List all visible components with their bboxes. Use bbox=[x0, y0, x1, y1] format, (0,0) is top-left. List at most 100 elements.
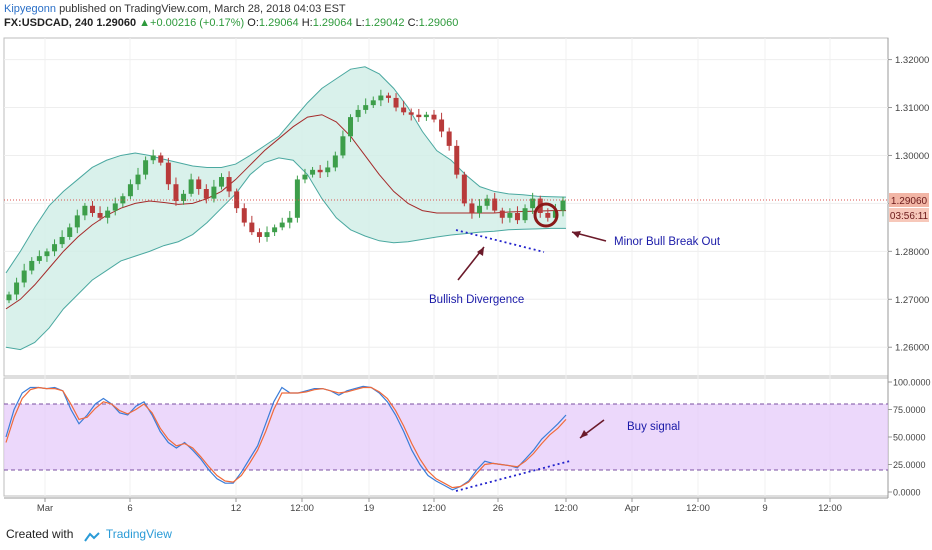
candle-body bbox=[226, 177, 232, 192]
x-tick-label: 6 bbox=[127, 503, 132, 514]
stochastic-lines bbox=[5, 385, 567, 491]
candle-body bbox=[36, 256, 42, 261]
candle-body bbox=[181, 193, 187, 202]
candle-body bbox=[401, 107, 407, 113]
candle-body bbox=[370, 100, 376, 106]
author-name[interactable]: Kipyegonn bbox=[4, 3, 56, 15]
breakout-arrow-head bbox=[572, 231, 581, 238]
stoch-zone bbox=[4, 403, 888, 471]
tradingview-brand[interactable]: TradingView bbox=[105, 527, 172, 541]
candles bbox=[6, 89, 566, 304]
y-tick-label: 1.30000 bbox=[895, 151, 929, 162]
candle-body bbox=[135, 174, 141, 185]
x-tick-label: 26 bbox=[493, 503, 504, 514]
open-label: O: bbox=[247, 17, 259, 29]
candle-body bbox=[439, 119, 445, 132]
breakout-label: Minor Bull Break Out bbox=[614, 236, 721, 248]
candle-body bbox=[272, 227, 278, 233]
candle-body bbox=[29, 260, 35, 271]
candle-body bbox=[499, 210, 505, 218]
x-tick-label: 12 bbox=[231, 503, 242, 514]
candle-body bbox=[385, 95, 391, 98]
candle-body bbox=[120, 196, 126, 204]
symbol-label: FX:USDCAD, 240 bbox=[4, 17, 94, 29]
buy-arrow-head bbox=[580, 430, 588, 438]
candle-body bbox=[143, 160, 149, 175]
countdown-tag-label: 03:56:11 bbox=[890, 211, 929, 222]
y-tick-label: 1.26000 bbox=[895, 343, 929, 354]
candle-body bbox=[249, 222, 255, 233]
candle-body bbox=[44, 251, 50, 257]
upper-band-line bbox=[5, 66, 567, 274]
x-tick-label: 9 bbox=[762, 503, 767, 514]
candle-body bbox=[21, 270, 27, 283]
candle-body bbox=[218, 177, 224, 187]
x-tick-label: 12:00 bbox=[686, 503, 710, 514]
candle-body bbox=[310, 169, 316, 175]
candle-body bbox=[279, 222, 285, 228]
x-tick-label: 12:00 bbox=[818, 503, 842, 514]
candle-body bbox=[446, 131, 452, 146]
candle-body bbox=[6, 294, 12, 301]
candle-body bbox=[158, 155, 164, 163]
y-tick-label: 1.28000 bbox=[895, 247, 929, 258]
stoch-y-tick-label: 0.0000 bbox=[893, 488, 921, 498]
y-tick-label: 1.32000 bbox=[895, 55, 929, 66]
candle-body bbox=[234, 191, 240, 209]
candle-body bbox=[522, 208, 528, 221]
candle-body bbox=[294, 179, 300, 218]
stoch-k-line bbox=[5, 385, 567, 491]
x-axis-ticks: Mar 6 12 12:00 19 12:00 26 12:00 Apr 12:00 9 12:00 bbox=[37, 498, 842, 514]
candle-body bbox=[514, 212, 520, 221]
candle-body bbox=[461, 174, 467, 204]
y-tick-label: 1.31000 bbox=[895, 103, 929, 114]
candle-body bbox=[150, 155, 156, 161]
candle-body bbox=[340, 136, 346, 156]
x-tick-label: 12:00 bbox=[290, 503, 314, 514]
candle-body bbox=[52, 244, 58, 252]
candle-body bbox=[82, 205, 88, 216]
low-value: 1.29042 bbox=[364, 17, 405, 29]
candle-body bbox=[67, 227, 73, 237]
stoch-band-fill bbox=[4, 404, 888, 470]
buy-signal-label: Buy signal bbox=[627, 421, 680, 433]
last-price-tag bbox=[889, 193, 929, 207]
candle-body bbox=[507, 212, 513, 218]
stoch-y-tick-label: 75.0000 bbox=[893, 405, 926, 415]
candle-body bbox=[332, 155, 338, 168]
candle-body bbox=[416, 114, 422, 118]
candle-body bbox=[560, 200, 566, 211]
candle-body bbox=[348, 117, 354, 137]
created-with-text: Created with bbox=[6, 527, 74, 541]
divergence-arrow-head bbox=[477, 247, 484, 256]
last-price: 1.29060 bbox=[96, 17, 137, 29]
candle-body bbox=[256, 232, 262, 237]
stoch-y-axis-ticks: 100.0000 75.0000 50.0000 25.0000 0.0000 bbox=[888, 378, 931, 498]
x-tick-label: Mar bbox=[37, 503, 53, 514]
ohlc-line: FX:USDCAD, 240 1.29060 ▲+0.00216 (+0.17%… bbox=[4, 16, 458, 30]
candle-body bbox=[469, 203, 475, 213]
candle-body bbox=[484, 198, 490, 206]
candle-body bbox=[302, 174, 308, 180]
lower-band-line bbox=[5, 157, 566, 351]
candle-body bbox=[454, 145, 460, 175]
candle-body bbox=[408, 112, 414, 115]
low-label: L: bbox=[355, 17, 365, 29]
candle-body bbox=[378, 95, 384, 101]
candle-body bbox=[14, 282, 20, 295]
candle-body bbox=[545, 212, 551, 218]
stoch-d-line bbox=[5, 386, 567, 489]
y-tick-label: 1.27000 bbox=[895, 295, 929, 306]
candle-body bbox=[89, 205, 95, 213]
candle-body bbox=[325, 167, 331, 173]
candle-body bbox=[211, 186, 217, 199]
stoch-y-tick-label: 25.0000 bbox=[893, 460, 926, 470]
candle-body bbox=[355, 109, 361, 118]
candle-body bbox=[477, 205, 483, 213]
close-label: C: bbox=[407, 17, 419, 29]
candle-body bbox=[196, 179, 202, 190]
candle-body bbox=[173, 184, 179, 202]
candle-body bbox=[363, 105, 369, 110]
chart-header: Kipyegonn published on TradingView.com, … bbox=[4, 2, 458, 30]
